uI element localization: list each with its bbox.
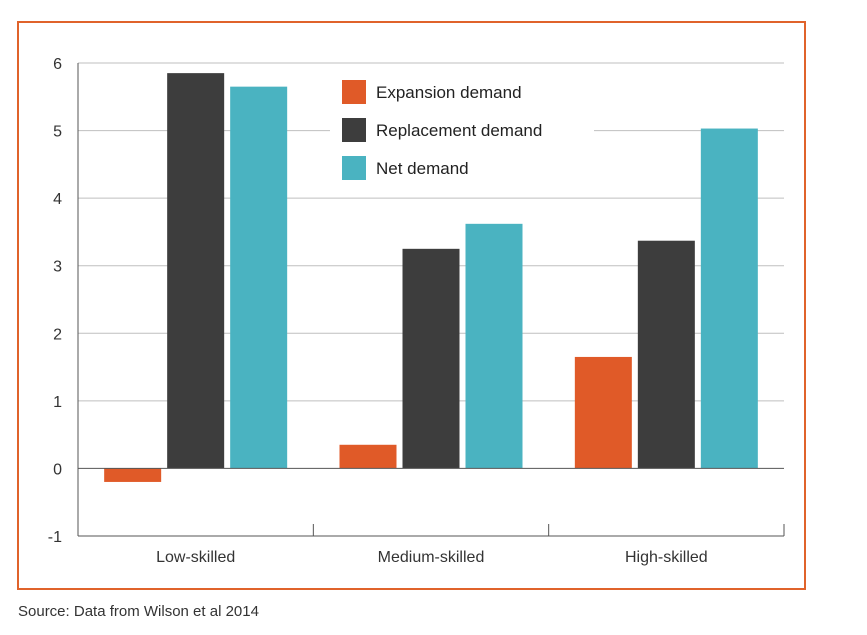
legend-swatch — [342, 118, 366, 142]
source-note: Source: Data from Wilson et al 2014 — [18, 603, 259, 620]
x-tick-label: Medium-skilled — [378, 549, 485, 566]
chart-frame — [17, 21, 806, 590]
legend: Expansion demand Replacement demand Net de… — [330, 74, 594, 192]
bar — [167, 73, 225, 469]
bars — [104, 73, 758, 482]
y-tick-label: 1 — [53, 394, 62, 411]
bar — [574, 356, 632, 469]
bar — [465, 223, 523, 469]
y-tick-label: 5 — [53, 124, 62, 141]
bar — [339, 444, 397, 469]
axes: -1 0 1 2 3 4 5 6 Low-skilled Medium-skilled High-s… — [48, 56, 785, 566]
bar — [637, 240, 695, 469]
bar — [402, 248, 460, 469]
bar — [104, 468, 162, 482]
legend-swatch — [342, 156, 366, 180]
legend-label: Replacement demand — [376, 121, 542, 140]
x-tick-label: High-skilled — [625, 549, 708, 566]
y-tick-label: 0 — [53, 461, 62, 478]
legend-swatch — [342, 80, 366, 104]
legend-label: Expansion demand — [376, 83, 522, 102]
bar-chart: -1 0 1 2 3 4 5 6 Low-skilled Medium-skilled High-s… — [48, 56, 785, 566]
y-tick-label: 2 — [53, 326, 62, 343]
bar — [700, 128, 758, 469]
x-tick-label: Low-skilled — [156, 549, 235, 566]
y-tick-label: -1 — [48, 529, 62, 546]
y-tick-label: 4 — [53, 191, 62, 208]
bar — [230, 86, 288, 469]
y-tick-label: 6 — [53, 56, 62, 73]
y-tick-label: 3 — [53, 259, 62, 276]
legend-background — [330, 74, 594, 192]
legend-label: Net demand — [376, 159, 469, 178]
